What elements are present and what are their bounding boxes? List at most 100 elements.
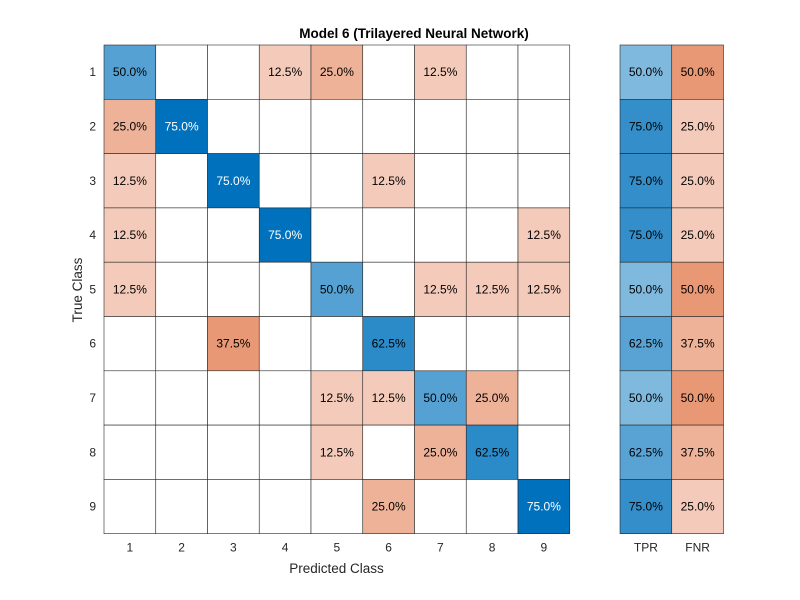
cell-value-label: 50.0% bbox=[320, 282, 354, 296]
matrix-cell bbox=[103, 479, 157, 534]
matrix-cell bbox=[103, 370, 157, 426]
x-tick-label: 6 bbox=[385, 541, 392, 555]
matrix-cell bbox=[258, 153, 312, 209]
matrix-cell bbox=[103, 99, 157, 154]
matrix-cell bbox=[258, 99, 312, 154]
matrix-cell bbox=[103, 207, 157, 263]
matrix-cell bbox=[310, 207, 364, 263]
tpr-value-label: 62.5% bbox=[629, 337, 663, 351]
cell-value-label: 12.5% bbox=[527, 282, 561, 296]
matrix-cell bbox=[465, 316, 519, 372]
x-tick-label: 9 bbox=[541, 541, 548, 555]
y-tick-label: 7 bbox=[89, 391, 96, 405]
matrix-cell bbox=[362, 261, 415, 317]
fnr-cell bbox=[671, 261, 724, 317]
matrix-cell bbox=[517, 316, 571, 372]
cell-value-label: 75.0% bbox=[268, 228, 302, 242]
cell-value-label: 62.5% bbox=[372, 337, 406, 351]
x-tick-label: 8 bbox=[489, 541, 496, 555]
fnr-value-label: 50.0% bbox=[681, 391, 715, 405]
tpr-value-label: 75.0% bbox=[629, 174, 663, 188]
matrix-cell bbox=[207, 207, 260, 263]
cell-value-label: 50.0% bbox=[423, 391, 457, 405]
cell-value-label: 25.0% bbox=[475, 391, 509, 405]
fnr-value-label: 50.0% bbox=[681, 65, 715, 79]
tpr-cell bbox=[619, 44, 673, 100]
matrix-cell bbox=[362, 99, 415, 154]
matrix-cell bbox=[517, 207, 571, 263]
matrix-cell bbox=[155, 207, 208, 263]
tpr-cell bbox=[619, 424, 673, 480]
matrix-cell bbox=[310, 153, 364, 209]
matrix-cell bbox=[155, 424, 208, 480]
matrix-cell bbox=[103, 424, 157, 480]
fnr-value-label: 25.0% bbox=[681, 228, 715, 242]
matrix-cell bbox=[517, 153, 571, 209]
cell-value-label: 75.0% bbox=[216, 174, 250, 188]
fnr-cell bbox=[671, 207, 724, 263]
matrix-cell bbox=[258, 424, 312, 480]
cell-value-label: 12.5% bbox=[268, 65, 302, 79]
matrix-cell bbox=[414, 424, 467, 480]
matrix-cell bbox=[207, 424, 260, 480]
cell-value-label: 12.5% bbox=[475, 282, 509, 296]
fnr-value-label: 37.5% bbox=[681, 337, 715, 351]
tpr-value-label: 50.0% bbox=[629, 391, 663, 405]
matrix-cell bbox=[310, 99, 364, 154]
cell-value-label: 12.5% bbox=[113, 228, 147, 242]
x-tick-label: 1 bbox=[127, 541, 134, 555]
tpr-cell bbox=[619, 316, 673, 372]
matrix-cell bbox=[465, 207, 519, 263]
matrix-cell bbox=[414, 261, 467, 317]
matrix-cell bbox=[155, 44, 208, 100]
fnr-value-label: 50.0% bbox=[681, 282, 715, 296]
cell-value-label: 25.0% bbox=[320, 65, 354, 79]
y-tick-label: 4 bbox=[89, 228, 96, 242]
matrix-cell bbox=[465, 261, 519, 317]
cell-value-label: 12.5% bbox=[423, 65, 457, 79]
matrix-cell bbox=[414, 99, 467, 154]
matrix-cell bbox=[155, 99, 208, 154]
matrix-cell bbox=[207, 316, 260, 372]
cell-value-label: 12.5% bbox=[372, 391, 406, 405]
matrix-cell bbox=[103, 261, 157, 317]
matrix-cell bbox=[103, 316, 157, 372]
matrix-cell bbox=[517, 44, 571, 100]
matrix-cell bbox=[258, 44, 312, 100]
x-axis-label: Predicted Class bbox=[289, 561, 384, 576]
cell-value-label: 12.5% bbox=[527, 228, 561, 242]
matrix-cell bbox=[207, 261, 260, 317]
x-tick-label: 3 bbox=[230, 541, 237, 555]
matrix-cell bbox=[258, 316, 312, 372]
matrix-cell bbox=[465, 44, 519, 100]
matrix-cell bbox=[517, 370, 571, 426]
cell-value-label: 62.5% bbox=[475, 445, 509, 459]
fnr-value-label: 37.5% bbox=[681, 445, 715, 459]
matrix-cell bbox=[310, 370, 364, 426]
cell-value-label: 12.5% bbox=[320, 391, 354, 405]
tpr-value-label: 62.5% bbox=[629, 445, 663, 459]
matrix-cell bbox=[414, 44, 467, 100]
matrix-cell bbox=[258, 370, 312, 426]
fnr-value-label: 25.0% bbox=[681, 174, 715, 188]
x-tick-label: 5 bbox=[334, 541, 341, 555]
matrix-cell bbox=[517, 424, 571, 480]
matrix-cell bbox=[465, 479, 519, 534]
matrix-cell bbox=[207, 153, 260, 209]
y-tick-label: 2 bbox=[89, 119, 96, 133]
tpr-value-label: 50.0% bbox=[629, 282, 663, 296]
tpr-value-label: 75.0% bbox=[629, 500, 663, 514]
summary-grid: 50.0% 50.0% 75.0% 25.0% 75.0% 25.0% 75.0% 25.0%… bbox=[619, 44, 724, 534]
cell-value-label: 75.0% bbox=[165, 119, 199, 133]
matrix-cell bbox=[362, 44, 415, 100]
matrix-cell bbox=[414, 479, 467, 534]
matrix-cell bbox=[362, 479, 415, 534]
y-tick-label: 5 bbox=[89, 282, 96, 296]
confusion-matrix-grid: 50.0% 12.5% 25.0% 12.5% 25.0% 75.0% 12.5% 75.0%… bbox=[103, 44, 571, 534]
tick-labels: 1 1 2 2 3 3 4 4 5 5 6 6 7 7 8 8 9 9 TPR FNR bbox=[89, 65, 710, 555]
y-axis-label: True Class bbox=[70, 257, 85, 322]
matrix-cell bbox=[310, 316, 364, 372]
matrix-cell bbox=[207, 479, 260, 534]
matrix-cell bbox=[155, 316, 208, 372]
fnr-cell bbox=[671, 479, 724, 534]
